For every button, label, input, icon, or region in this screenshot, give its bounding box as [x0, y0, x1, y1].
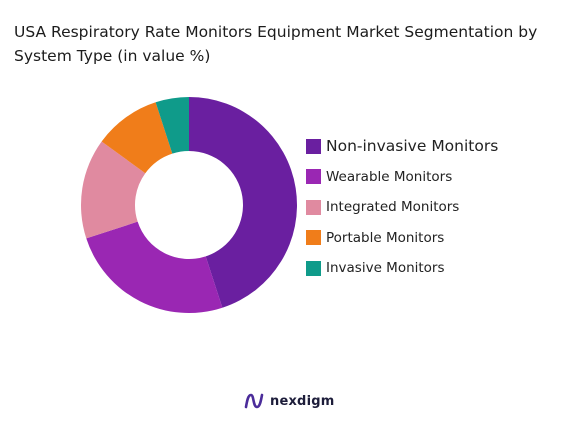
legend-swatch — [306, 230, 321, 246]
legend-swatch — [306, 138, 321, 154]
legend-label: Invasive Monitors — [326, 260, 445, 277]
logo-text: nexdigm — [270, 393, 335, 409]
legend-swatch — [306, 169, 321, 185]
legend-item: Wearable Monitors — [306, 162, 498, 193]
nexdigm-n-icon — [244, 393, 264, 409]
legend-item: Invasive Monitors — [306, 253, 498, 284]
chart-legend: Non-invasive Monitors Wearable Monitors In… — [306, 131, 498, 284]
legend-swatch — [306, 199, 321, 215]
chart-title: USA Respiratory Rate Monitors Equipment … — [14, 23, 538, 65]
donut-slice-portable-monitors — [101, 102, 173, 174]
legend-swatch — [306, 260, 321, 276]
legend-item: Non-invasive Monitors — [306, 131, 498, 162]
legend-label: Wearable Monitors — [326, 168, 453, 185]
donut-slice-integrated-monitors — [81, 141, 146, 239]
donut-slice-invasive-monitors — [155, 97, 189, 154]
legend-item: Integrated Monitors — [306, 192, 498, 223]
nexdigm-logo: nexdigm — [244, 392, 334, 410]
donut-slice-non-invasive-monitors — [189, 97, 297, 308]
legend-label: Integrated Monitors — [326, 199, 460, 216]
legend-label: Non-invasive Monitors — [326, 137, 499, 156]
legend-item: Portable Monitors — [306, 223, 498, 254]
donut-slice-wearable-monitors — [86, 221, 223, 313]
legend-label: Portable Monitors — [326, 229, 445, 246]
donut-slices — [81, 97, 297, 313]
